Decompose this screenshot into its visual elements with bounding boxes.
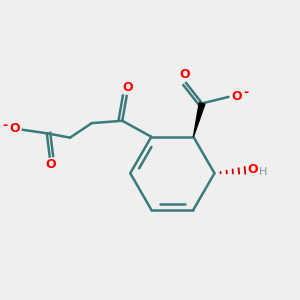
Text: -: - <box>2 119 8 132</box>
Text: O: O <box>179 68 190 81</box>
Text: O: O <box>122 82 133 94</box>
Text: O: O <box>46 158 56 171</box>
Text: O: O <box>231 90 242 103</box>
Text: O: O <box>10 122 20 135</box>
Text: H: H <box>259 167 267 177</box>
Text: O: O <box>248 163 258 176</box>
Text: -: - <box>244 86 249 99</box>
Polygon shape <box>194 103 205 137</box>
